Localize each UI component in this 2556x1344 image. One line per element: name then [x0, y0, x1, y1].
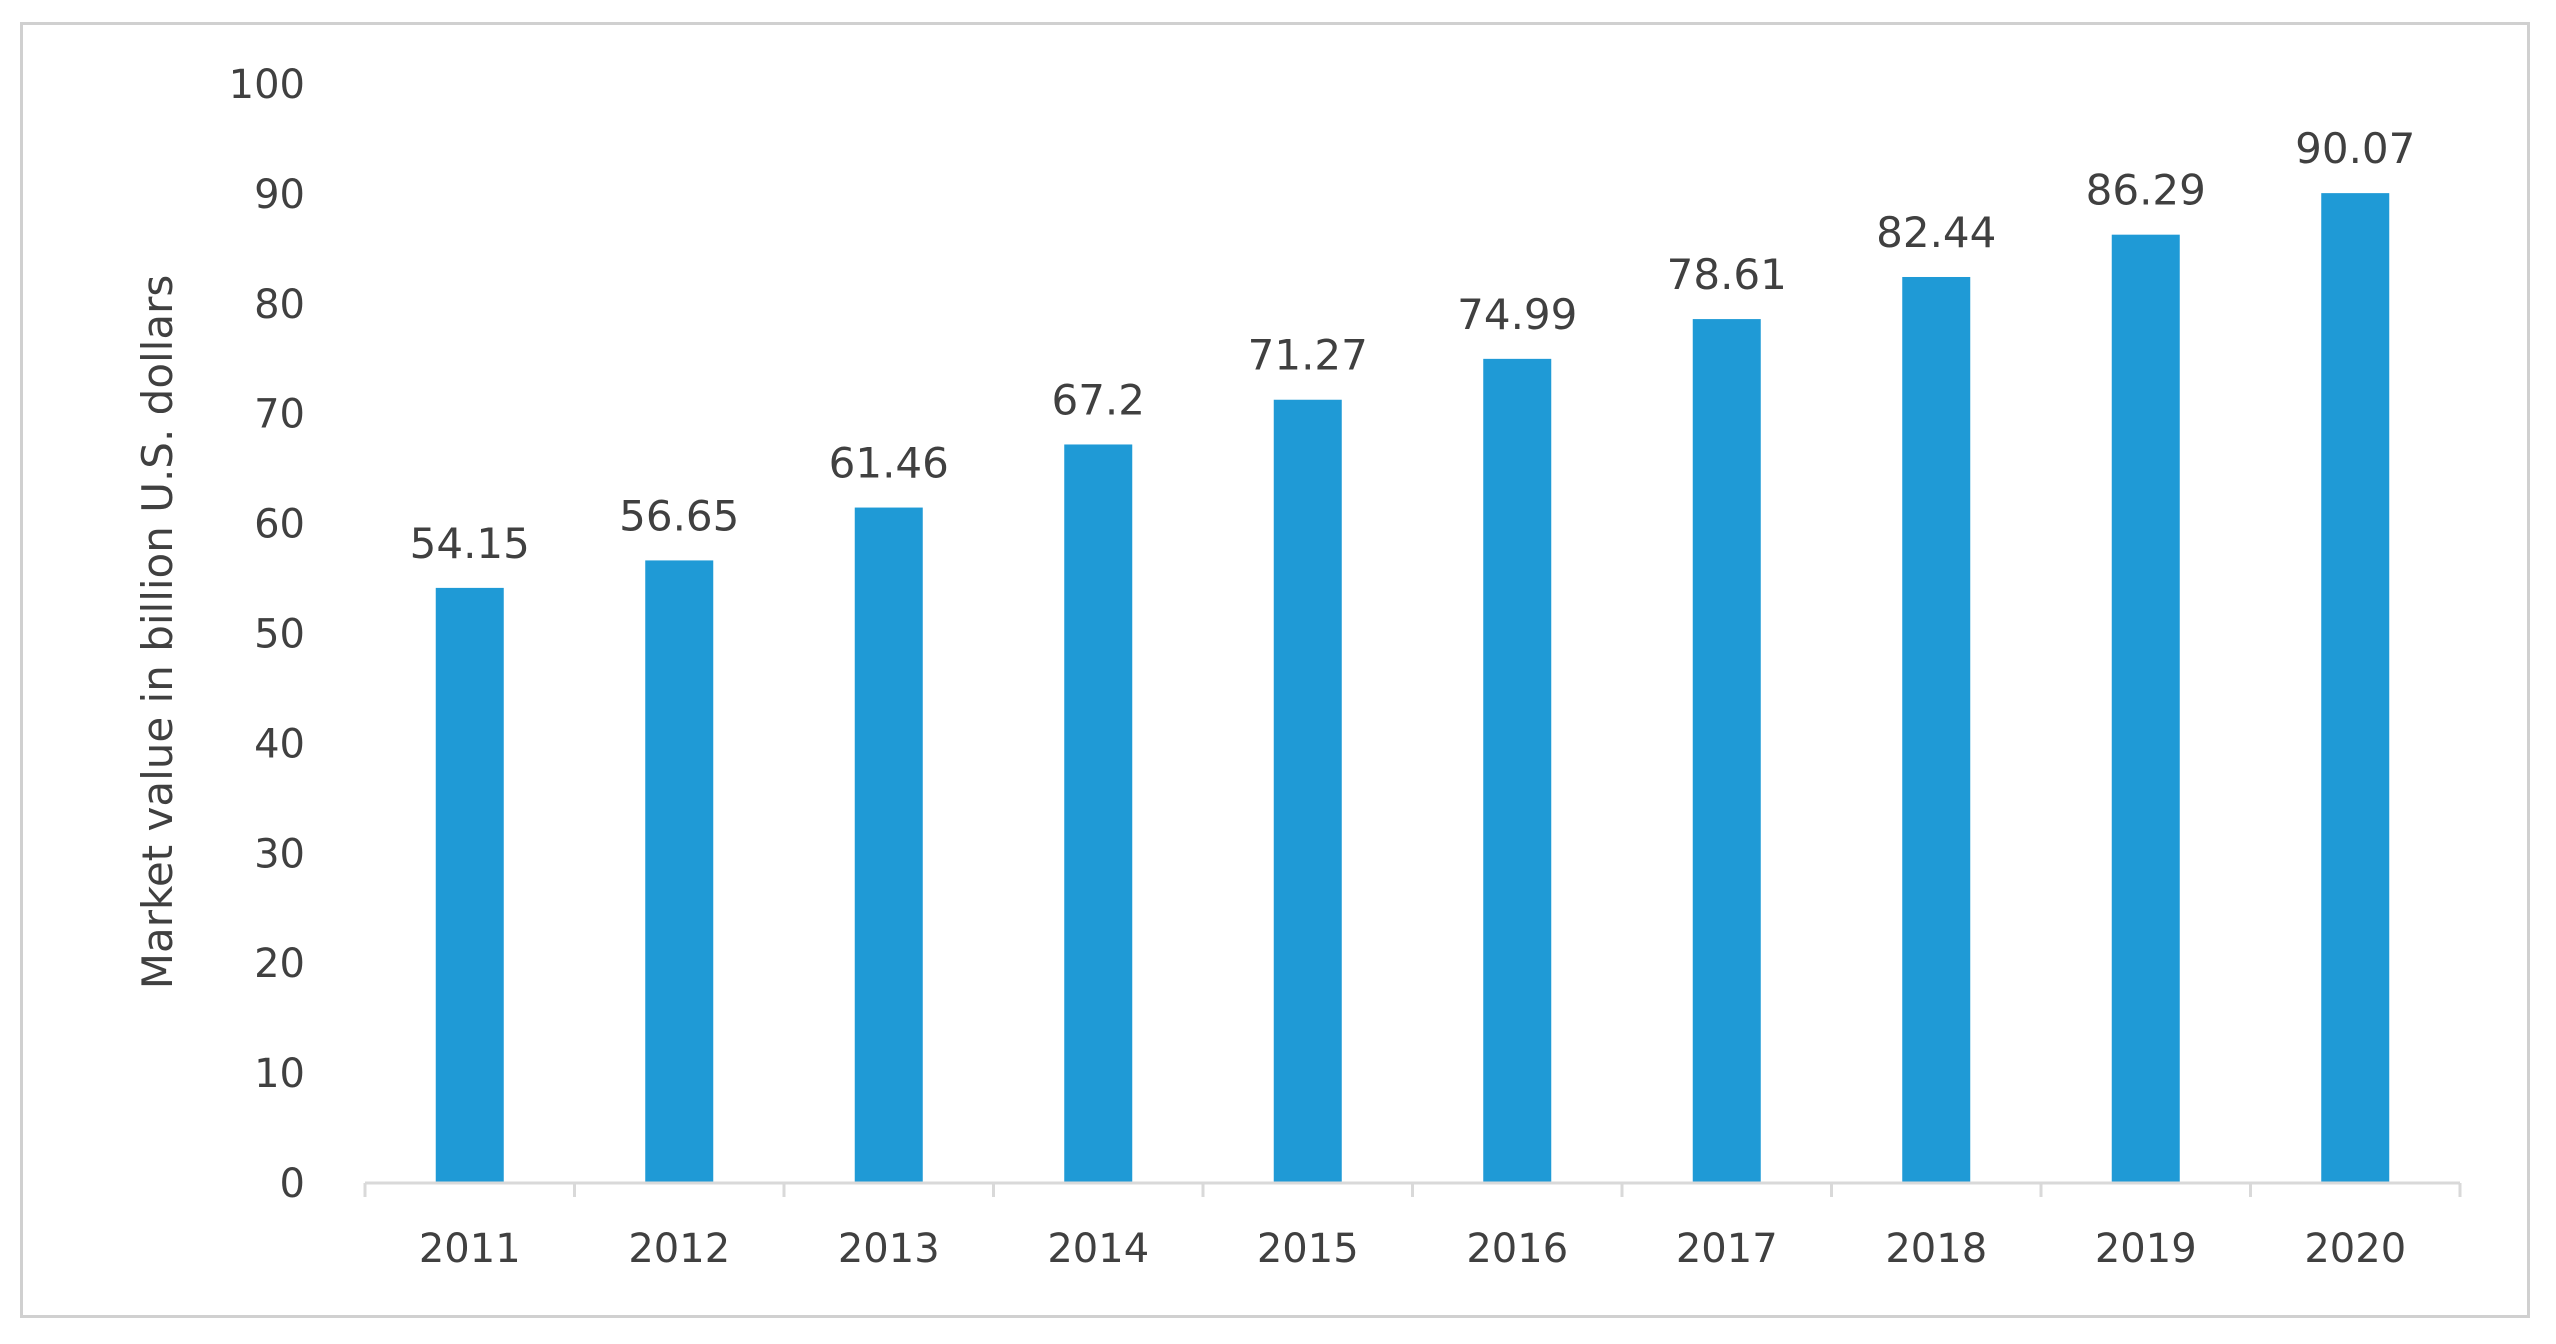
y-tick-label: 100: [229, 62, 305, 108]
x-tick-label: 2017: [1676, 1226, 1778, 1272]
x-tick-label: 2012: [628, 1226, 730, 1272]
data-labels: 54.15 56.65 61.46 67.2 71.27 74.99 78.61 82.44 8…: [410, 124, 2416, 568]
bar: [2111, 234, 2180, 1183]
data-label: 90.07: [2295, 124, 2415, 173]
bar: [1692, 319, 1761, 1183]
bar: [1483, 358, 1552, 1184]
data-label: 56.65: [619, 491, 739, 540]
y-tick-label: 50: [254, 612, 305, 658]
bar: [854, 507, 923, 1184]
y-axis-title: Market value in billion U.S. dollars: [133, 275, 182, 989]
y-tick-label: 80: [254, 282, 305, 328]
x-tick-label: 2019: [2095, 1226, 2197, 1272]
x-axis: 2011 2012 2013 2014 2015 2016 2017 2018 2019 2020: [363, 1181, 2462, 1272]
y-tick-label: 70: [254, 392, 305, 438]
data-label: 71.27: [1248, 331, 1368, 380]
y-tick-label: 20: [254, 941, 305, 987]
y-tick-label: 10: [254, 1051, 305, 1097]
data-label: 82.44: [1876, 208, 1996, 257]
y-tick-label: 40: [254, 721, 305, 767]
bar: [435, 587, 504, 1183]
data-label: 78.61: [1667, 250, 1787, 299]
data-label: 74.99: [1457, 290, 1577, 339]
y-tick-label: 60: [254, 502, 305, 548]
bar: [2321, 193, 2390, 1183]
x-tick-label: 2016: [1466, 1226, 1568, 1272]
x-tick-label: 2013: [838, 1226, 940, 1272]
x-tick-label: 2014: [1047, 1226, 1149, 1272]
bar: [645, 560, 714, 1183]
data-label: 54.15: [410, 519, 530, 568]
x-tick-label: 2011: [419, 1226, 521, 1272]
bar: [1902, 276, 1971, 1184]
y-tick-label: 90: [254, 172, 305, 218]
bar: [1273, 399, 1342, 1184]
x-tick-label: 2015: [1257, 1226, 1359, 1272]
x-tick-label: 2020: [2304, 1226, 2406, 1272]
data-label: 61.46: [829, 439, 949, 488]
x-tick-label: 2018: [1885, 1226, 1987, 1272]
bar: [1064, 444, 1133, 1183]
y-tick-label: 0: [280, 1161, 305, 1207]
y-axis-ticks: 0 10 20 30 40 50 60 70 80 90 100: [229, 62, 305, 1207]
data-label: 67.2: [1051, 375, 1145, 424]
bars: [435, 193, 2390, 1184]
data-label: 86.29: [2086, 166, 2206, 215]
y-tick-label: 30: [254, 831, 305, 877]
